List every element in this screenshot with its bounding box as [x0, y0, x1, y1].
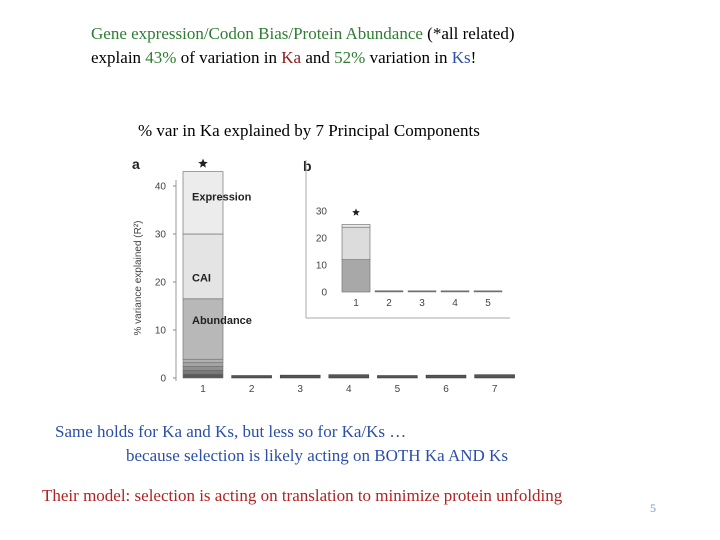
panel-b-xtick-label: 5	[485, 298, 491, 309]
panel-a-ytick-label: 40	[155, 182, 167, 193]
panel-b-xtick-label: 4	[452, 298, 458, 309]
pc1-segment-abundance	[182, 298, 224, 360]
t2-pct-ka: 43%	[145, 48, 177, 67]
panel-a-label: a	[132, 156, 140, 172]
panel-b-pc1-segment-1	[341, 259, 371, 293]
pc1-bottom-band	[182, 362, 224, 367]
panel-b-bar-4	[440, 290, 470, 293]
pc1-segment-expression	[182, 171, 224, 235]
panel-a-xtick-label: 1	[200, 384, 206, 395]
panel-b-ytick-label: 10	[316, 261, 328, 272]
panel-a-ytick-label: 20	[155, 278, 167, 289]
pc1-segment-cai	[182, 233, 224, 300]
title-line-1: Gene expression/Codon Bias/Protein Abund…	[91, 24, 514, 44]
panel-a-bar-4	[328, 374, 370, 379]
panel-b-ytick-label: 30	[316, 207, 328, 218]
chart-heading: % var in Ka explained by 7 Principal Com…	[138, 121, 480, 140]
pc1-label-cai: CAI	[192, 272, 211, 284]
panel-a-xtick-label: 2	[249, 384, 255, 395]
t2-i: !	[470, 48, 477, 67]
panel-a-bar-3	[279, 374, 321, 379]
panel-a-star	[198, 158, 208, 168]
title-line-1-main: Gene expression/Codon Bias/Protein Abund…	[91, 24, 423, 43]
title-line-2: explain 43% of variation in Ka and 52% v…	[91, 48, 476, 68]
pc1-label-abundance: Abundance	[192, 315, 252, 327]
bottom-line-2: because selection is likely acting on BO…	[126, 446, 508, 465]
panel-b-star	[352, 208, 360, 216]
page-number: 5	[650, 501, 656, 515]
pc1-bottom-band	[182, 370, 224, 375]
panel-a-ytick-label: 30	[155, 230, 167, 241]
panel-b-xtick-label: 2	[386, 298, 392, 309]
panel-b-xtick-label: 3	[419, 298, 425, 309]
panel-a-bar-2	[231, 375, 272, 379]
panel-a-ylabel: % variance explained (R²)	[133, 220, 144, 335]
panel-b-bar-3	[407, 290, 437, 293]
pc1-bottom-band	[182, 373, 224, 379]
conclusion-line: Their model: selection is acting on tran…	[42, 486, 563, 505]
panel-a-xtick-label: 4	[346, 384, 352, 395]
panel-a-bar-7	[474, 374, 515, 379]
pc1-label-expression: Expression	[192, 192, 252, 204]
bottom-line-1: Same holds for Ka and Ks, but less so fo…	[55, 422, 407, 441]
t2-g: variation in	[365, 48, 452, 67]
panel-a-xtick-label: 6	[443, 384, 449, 395]
panel-b-label: b	[303, 158, 312, 174]
t2-ks: Ks	[451, 48, 471, 67]
t2-pct-ks: 52%	[334, 48, 366, 67]
panel-a-xtick-label: 7	[492, 384, 498, 395]
panel-a-ytick-label: 10	[155, 326, 167, 337]
panel-b-pc1-segment-2	[341, 226, 371, 260]
panel-a-bar-6	[425, 374, 467, 379]
panel-b-xtick-label: 1	[353, 298, 359, 309]
t2-e: and	[301, 48, 335, 67]
panel-b-ytick-label: 20	[316, 234, 328, 245]
panel-a-bar-5	[377, 375, 418, 379]
panel-b-pc1-segment-3	[341, 224, 371, 228]
panel-a-xtick-label: 5	[395, 384, 401, 395]
pc1-bottom-band	[182, 359, 224, 363]
panel-a-ytick-label: 0	[160, 374, 166, 385]
t2-a: explain	[91, 48, 146, 67]
panel-b-bar-2	[374, 290, 404, 293]
t2-c: of variation in	[176, 48, 282, 67]
panel-b-ytick-label: 0	[321, 288, 327, 299]
pc1-bottom-band	[182, 366, 224, 371]
title-line-1-note: (*all related)	[422, 24, 515, 43]
t2-ka: Ka	[281, 48, 302, 67]
panel-b-bar-5	[473, 290, 503, 293]
panel-a-xtick-label: 3	[297, 384, 303, 395]
